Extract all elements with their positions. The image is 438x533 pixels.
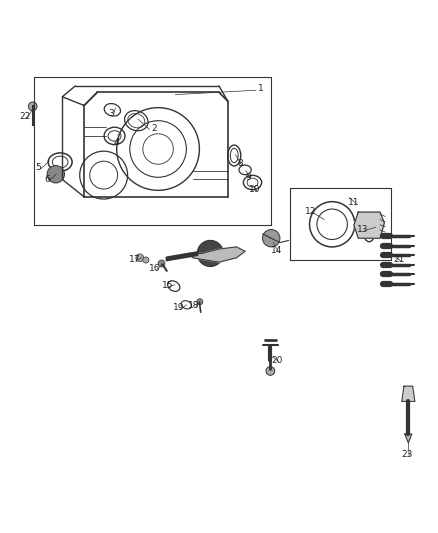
Text: 13: 13 bbox=[357, 224, 368, 233]
Circle shape bbox=[28, 102, 37, 111]
Text: 23: 23 bbox=[402, 450, 413, 459]
Polygon shape bbox=[188, 247, 245, 262]
Text: 1: 1 bbox=[258, 84, 264, 93]
Text: 8: 8 bbox=[237, 159, 243, 168]
Text: 15: 15 bbox=[162, 281, 173, 290]
Text: 16: 16 bbox=[149, 264, 161, 273]
Text: 6: 6 bbox=[44, 175, 50, 184]
Text: 17: 17 bbox=[129, 255, 140, 264]
Circle shape bbox=[262, 230, 280, 247]
Text: 14: 14 bbox=[271, 246, 283, 255]
Circle shape bbox=[143, 257, 149, 263]
Circle shape bbox=[197, 240, 223, 266]
Text: 21: 21 bbox=[393, 255, 404, 264]
Text: 19: 19 bbox=[173, 303, 185, 312]
Polygon shape bbox=[402, 386, 415, 401]
Text: 22: 22 bbox=[20, 112, 31, 121]
Text: 12: 12 bbox=[305, 207, 316, 216]
Text: 4: 4 bbox=[114, 138, 120, 147]
Text: 9: 9 bbox=[245, 173, 251, 182]
Text: 18: 18 bbox=[188, 301, 200, 310]
Text: 5: 5 bbox=[35, 163, 41, 172]
Polygon shape bbox=[405, 434, 412, 443]
Circle shape bbox=[266, 367, 275, 375]
Text: 20: 20 bbox=[271, 356, 283, 365]
Polygon shape bbox=[354, 212, 385, 238]
Text: 3: 3 bbox=[109, 109, 114, 118]
Text: 11: 11 bbox=[348, 198, 360, 207]
Circle shape bbox=[158, 260, 165, 267]
Text: 10: 10 bbox=[249, 185, 261, 194]
Circle shape bbox=[47, 166, 64, 183]
Text: 2: 2 bbox=[151, 124, 156, 133]
Circle shape bbox=[197, 298, 203, 305]
Circle shape bbox=[136, 254, 144, 262]
